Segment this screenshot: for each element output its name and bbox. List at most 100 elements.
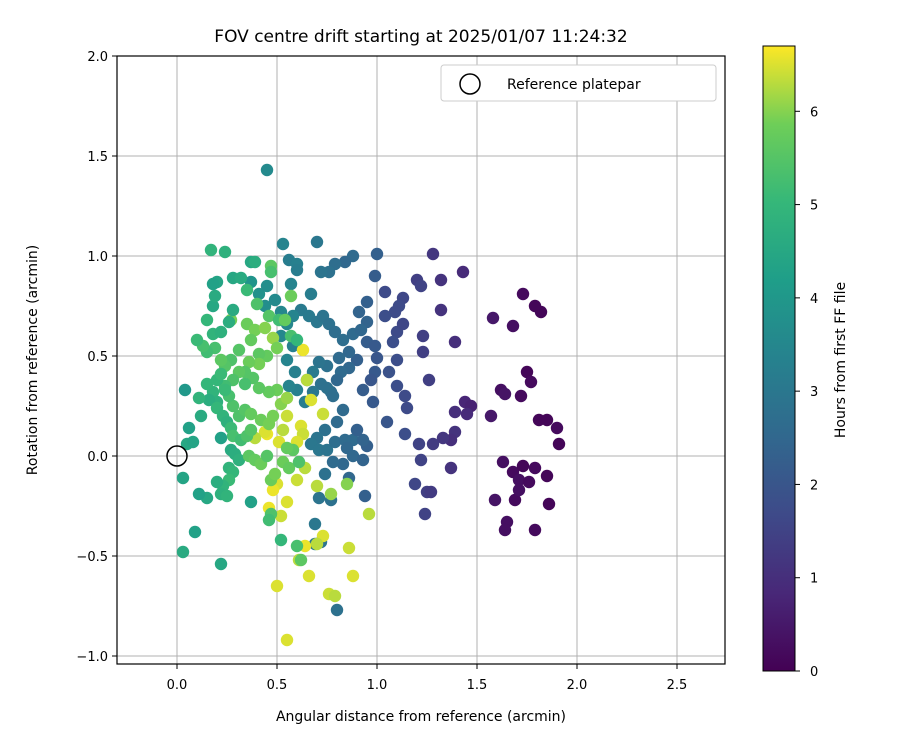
data-point [312, 491, 326, 505]
data-point [284, 289, 298, 303]
data-point [398, 389, 412, 403]
data-point [186, 435, 200, 449]
data-point [496, 455, 510, 469]
data-point [528, 523, 542, 537]
data-point [226, 399, 240, 413]
data-point [244, 407, 258, 421]
data-point [506, 319, 520, 333]
data-point [332, 351, 346, 365]
data-point [252, 381, 266, 395]
data-point [232, 453, 246, 467]
data-point [320, 443, 334, 457]
data-point [448, 405, 462, 419]
data-point [268, 293, 282, 307]
data-point [222, 315, 236, 329]
data-point [244, 423, 258, 437]
data-point [328, 435, 342, 449]
chart-title: FOV centre drift starting at 2025/01/07 … [214, 27, 627, 47]
data-point [330, 373, 344, 387]
data-point [514, 389, 528, 403]
data-point [280, 495, 294, 509]
data-point [524, 375, 538, 389]
colorbar-tick-label: 1 [810, 572, 818, 587]
data-point [360, 295, 374, 309]
data-point [296, 343, 310, 357]
x-axis-ticks: 0.0 0.5 1.0 1.5 2.0 2.5 [167, 664, 687, 693]
data-point [264, 265, 278, 279]
y-tick-label: −1.0 [76, 650, 108, 665]
data-point [280, 409, 294, 423]
colorbar-tick-label: 2 [810, 478, 818, 493]
data-point [540, 469, 554, 483]
data-point [178, 383, 192, 397]
data-point [366, 395, 380, 409]
data-point [326, 455, 340, 469]
data-point [304, 287, 318, 301]
data-point [276, 237, 290, 251]
data-point [516, 287, 530, 301]
data-point [244, 495, 258, 509]
data-point [378, 285, 392, 299]
data-point [338, 255, 352, 269]
data-point [276, 423, 290, 437]
colorbar-tick-label: 6 [810, 105, 818, 120]
data-point [282, 379, 296, 393]
data-point [244, 333, 258, 347]
data-point [350, 423, 364, 437]
data-point [266, 409, 280, 423]
data-point [400, 401, 414, 415]
data-point [274, 509, 288, 523]
data-point [262, 513, 276, 527]
data-point [330, 603, 344, 617]
data-point [498, 387, 512, 401]
x-axis-label: Angular distance from reference (arcmin) [276, 709, 566, 725]
data-point [528, 461, 542, 475]
data-point [260, 279, 274, 293]
data-point [380, 415, 394, 429]
data-point [408, 477, 422, 491]
data-point [508, 493, 522, 507]
data-point [308, 517, 322, 531]
data-point [356, 433, 370, 447]
x-tick-label: 2.0 [567, 678, 588, 693]
data-point [176, 545, 190, 559]
data-point [202, 393, 216, 407]
data-point [192, 487, 206, 501]
data-point [290, 333, 304, 347]
data-point [234, 271, 248, 285]
data-point [250, 297, 264, 311]
data-point [190, 333, 204, 347]
data-point [300, 373, 314, 387]
data-point [304, 393, 318, 407]
data-point [208, 289, 222, 303]
data-point [200, 313, 214, 327]
data-point [232, 343, 246, 357]
data-point [512, 483, 526, 497]
data-point [218, 383, 232, 397]
colorbar [762, 45, 796, 672]
data-point [416, 345, 430, 359]
data-point [522, 475, 536, 489]
data-point [346, 449, 360, 463]
data-point [284, 277, 298, 291]
colorbar-tick-label: 3 [810, 385, 818, 400]
data-point [434, 303, 448, 317]
data-point [336, 333, 350, 347]
data-points [176, 163, 566, 647]
data-point [358, 489, 372, 503]
data-point [326, 389, 340, 403]
reference-point-marker [166, 445, 188, 467]
data-point [262, 385, 276, 399]
data-point [368, 339, 382, 353]
data-point [368, 269, 382, 283]
data-point [330, 415, 344, 429]
data-point [528, 299, 542, 313]
data-point [206, 299, 220, 313]
data-point [520, 365, 534, 379]
data-point [336, 457, 350, 471]
data-point [356, 383, 370, 397]
data-point [422, 373, 436, 387]
data-point [280, 391, 294, 405]
data-point [416, 329, 430, 343]
data-point [194, 409, 208, 423]
